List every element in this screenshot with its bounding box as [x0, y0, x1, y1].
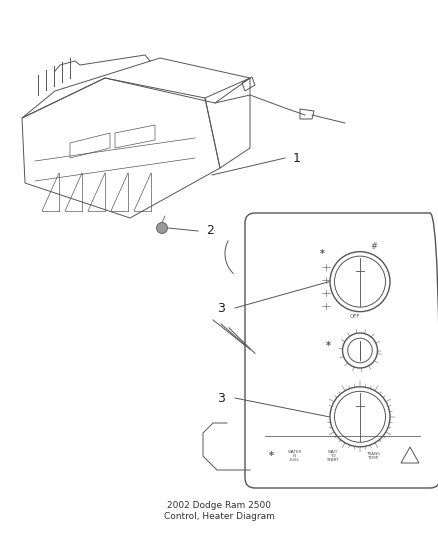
Text: 2: 2 — [206, 224, 214, 238]
Text: *: * — [319, 249, 325, 259]
Circle shape — [156, 222, 167, 233]
Text: OFF: OFF — [350, 313, 360, 319]
Text: 2002 Dodge Ram 2500
Control, Heater Diagram: 2002 Dodge Ram 2500 Control, Heater Diag… — [163, 502, 275, 521]
Text: START: START — [327, 458, 339, 462]
Text: 3: 3 — [217, 302, 225, 314]
Text: TRANS: TRANS — [366, 452, 380, 456]
Text: *: * — [325, 342, 331, 351]
Text: FUEL: FUEL — [290, 458, 300, 462]
Text: 3: 3 — [217, 392, 225, 405]
Text: TO: TO — [330, 454, 336, 458]
Text: IN: IN — [293, 454, 297, 458]
Text: 1: 1 — [293, 151, 301, 165]
Text: WATER: WATER — [288, 450, 302, 454]
Text: *: * — [268, 451, 273, 461]
Text: WAIT: WAIT — [328, 450, 338, 454]
Text: TEMP: TEMP — [367, 456, 378, 460]
Text: #: # — [371, 242, 378, 251]
